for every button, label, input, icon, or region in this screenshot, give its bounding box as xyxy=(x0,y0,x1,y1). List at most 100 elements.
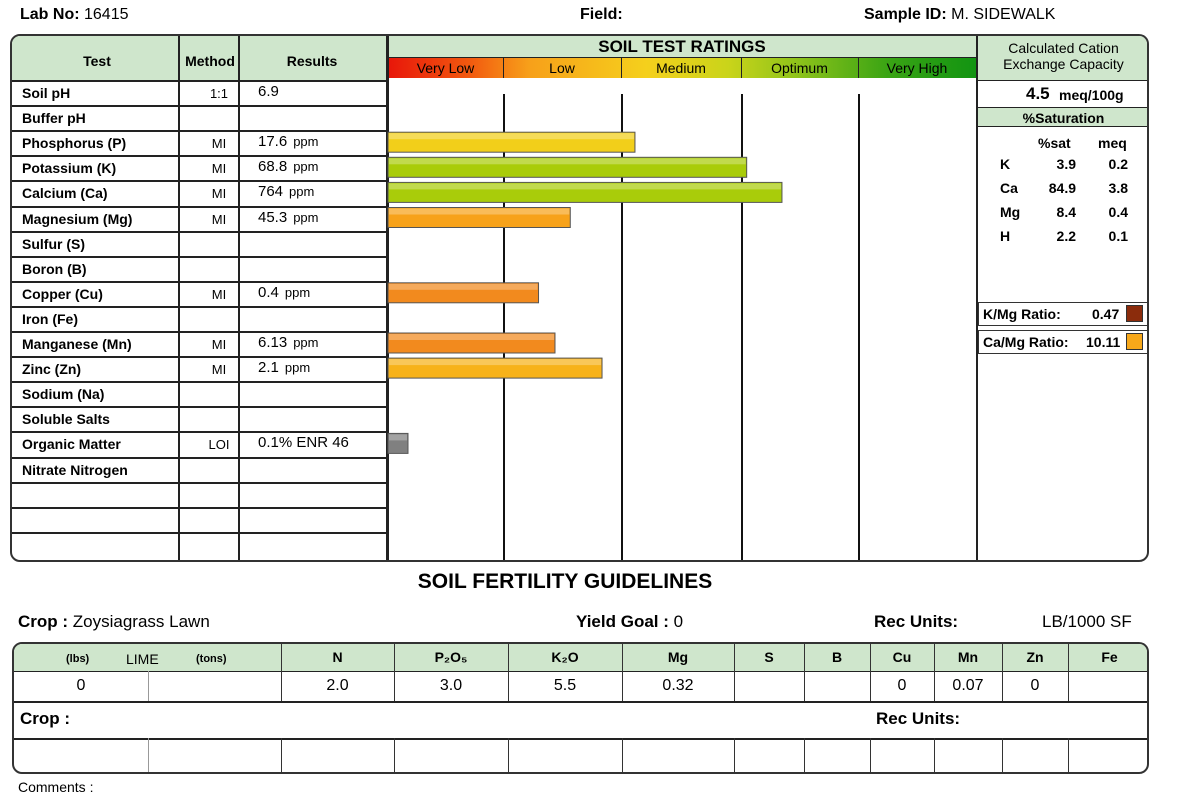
sat-element: K xyxy=(1000,156,1011,172)
result-unit: ppm xyxy=(293,159,319,174)
rating-tick xyxy=(858,58,859,78)
sample-id-value: M. SIDEWALK xyxy=(951,6,1056,23)
test-method: 1:1 xyxy=(209,86,229,101)
col-test-header: Test xyxy=(83,53,111,69)
sat-col-header: %sat xyxy=(1038,135,1071,151)
row-line xyxy=(12,180,386,182)
nutrient-value: 0 xyxy=(1030,677,1040,694)
row-line xyxy=(12,80,386,82)
row-line xyxy=(12,206,386,208)
ratings-title: SOIL TEST RATINGS xyxy=(598,37,766,56)
camg-label: Ca/Mg Ratio: xyxy=(983,334,1069,350)
test-name: Phosphorus (P) xyxy=(22,135,127,151)
ratings-header-bg xyxy=(386,36,976,58)
test-result: 0.1% ENR 46 xyxy=(258,434,349,451)
result-value: 6.13 xyxy=(258,334,288,351)
sample-id: Sample ID: M. SIDEWALK xyxy=(864,6,1055,24)
nutrient-header: N xyxy=(332,649,343,665)
crop2-label: Crop : xyxy=(20,709,71,728)
result-value: 2.1 xyxy=(258,359,279,376)
saturation-title: %Saturation xyxy=(1022,110,1105,126)
rating-bar-highlight xyxy=(389,434,407,441)
rating-gridline xyxy=(503,94,505,560)
result-unit: ppm xyxy=(293,335,319,350)
crop-value: Zoysiagrass Lawn xyxy=(72,612,210,631)
rating-bars xyxy=(387,131,783,454)
test-name: Boron (B) xyxy=(22,261,87,277)
nutrient-header: Zn xyxy=(1026,649,1044,665)
test-result: 2.1 ppm xyxy=(258,359,310,376)
rating-bar-highlight xyxy=(389,133,634,140)
rating-bar xyxy=(387,131,636,153)
test-method: LOI xyxy=(208,437,230,452)
row-line xyxy=(12,457,386,459)
result-unit: ppm xyxy=(289,184,315,199)
camg-color-swatch xyxy=(1126,333,1143,350)
divider xyxy=(870,738,871,772)
sat-element: H xyxy=(1000,228,1011,244)
lab-no-label: Lab No: xyxy=(20,6,80,23)
lime-value: 0 xyxy=(76,677,86,694)
test-name: Soluble Salts xyxy=(22,411,110,427)
nutrient-value: 2.0 xyxy=(326,677,349,694)
divider xyxy=(976,126,1147,127)
yield-label: Yield Goal : xyxy=(576,612,669,631)
sat-element: Mg xyxy=(1000,204,1021,220)
row-line xyxy=(12,105,386,107)
row-line xyxy=(12,155,386,157)
guidelines-title: SOIL FERTILITY GUIDELINES xyxy=(417,570,713,593)
row-line xyxy=(12,231,386,233)
col-method-header: Method xyxy=(185,53,235,69)
rating-tick xyxy=(503,58,504,78)
guidelines-header-bg xyxy=(14,644,1147,671)
divider xyxy=(14,671,1147,672)
nutrient-header: P₂O₅ xyxy=(434,649,468,665)
test-result: 17.6 ppm xyxy=(258,133,319,150)
divider xyxy=(281,738,282,772)
row-line xyxy=(12,381,386,383)
field-label: Field: xyxy=(580,6,623,23)
row-line xyxy=(12,482,386,484)
camg-box xyxy=(978,330,1147,354)
nutrient-header: Fe xyxy=(1101,649,1118,665)
nutrient-header: K₂O xyxy=(551,649,579,665)
rating-label: Medium xyxy=(656,60,706,76)
nutrient-header: Cu xyxy=(892,649,912,665)
rating-gridline xyxy=(858,94,860,560)
sat-meq: 3.8 xyxy=(1108,180,1128,196)
crop-label: Crop : xyxy=(18,612,69,631)
divider xyxy=(508,644,509,701)
test-name: Organic Matter xyxy=(22,436,121,452)
row-line xyxy=(12,331,386,333)
cec-title-2: Exchange Capacity xyxy=(1003,56,1124,72)
test-method: MI xyxy=(211,212,227,227)
sat-percent: 84.9 xyxy=(1048,180,1076,196)
rating-label: Very Low xyxy=(416,60,475,76)
cec-header-bg xyxy=(976,36,1147,80)
table-header-bg xyxy=(12,36,386,80)
row-line xyxy=(12,431,386,433)
rec-units-value: LB/1000 SF xyxy=(1042,612,1132,631)
kmg-label: K/Mg Ratio: xyxy=(983,306,1061,322)
row-line xyxy=(12,130,386,132)
row-line xyxy=(12,507,386,509)
test-name: Copper (Cu) xyxy=(22,286,103,302)
divider xyxy=(178,36,180,560)
test-method: MI xyxy=(211,136,227,151)
rating-bar-highlight xyxy=(389,359,602,366)
divider xyxy=(281,644,282,701)
result-unit: ppm xyxy=(293,210,319,225)
rating-bar xyxy=(387,357,603,379)
nutrient-header: S xyxy=(764,649,774,665)
row-line xyxy=(12,306,386,308)
rating-label: Very High xyxy=(886,60,948,76)
rec-units2-label: Rec Units: xyxy=(876,709,961,728)
soil-test-table: Test Method Results SOIL TEST RATINGS Ve… xyxy=(10,34,1149,562)
cec-title-1: Calculated Cation xyxy=(1008,40,1119,56)
result-value: 17.6 xyxy=(258,133,288,150)
result-value: 0.4 xyxy=(258,284,279,301)
rating-bar-highlight xyxy=(389,158,746,165)
result-value: 68.8 xyxy=(258,158,288,175)
sat-meq: 0.2 xyxy=(1108,156,1128,172)
sat-meq: 0.1 xyxy=(1108,228,1128,244)
